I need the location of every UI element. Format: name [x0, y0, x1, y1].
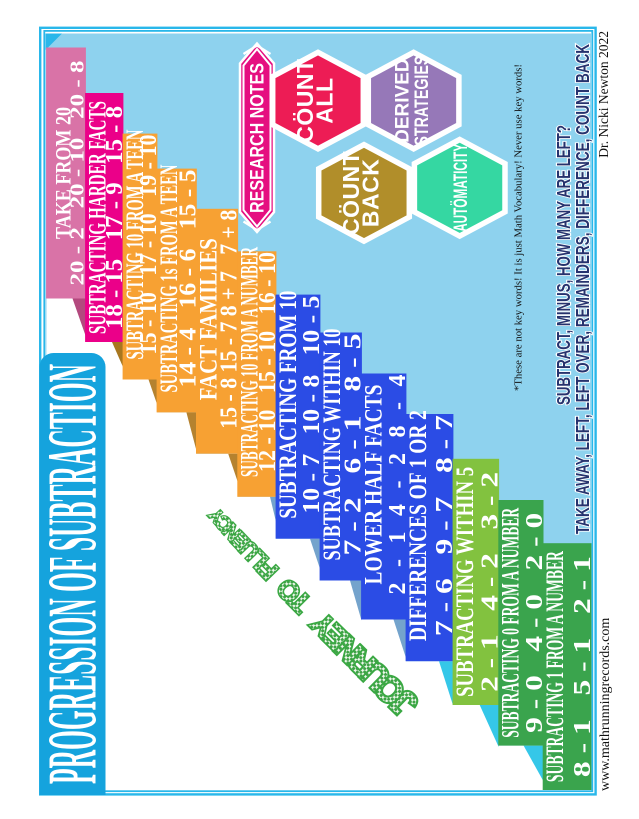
svg-text:CÖUNT: CÖUNT	[338, 151, 364, 235]
svg-text:RESEARCH NOTES: RESEARCH NOTES	[248, 63, 269, 213]
svg-text:DERIVED: DERIVED	[393, 58, 414, 142]
svg-text:SUBTRACTING 0 FROM A NUMBER: SUBTRACTING 0 FROM A NUMBER	[498, 507, 525, 738]
svg-text:CÖUNT: CÖUNT	[292, 58, 318, 142]
svg-text:SUBTRACT, MINUS, HOW MANY ARE: SUBTRACT, MINUS, HOW MANY ARE LEFT?	[554, 125, 574, 405]
svg-text:Dr. Nicki Newton 2022: Dr. Nicki Newton 2022	[596, 31, 611, 158]
svg-text:BACK: BACK	[358, 159, 384, 227]
svg-text:TAKE FROM 20: TAKE FROM 20	[51, 107, 76, 239]
svg-text:SUBTRACTING HARDER FACTS: SUBTRACTING HARDER FACTS	[85, 101, 112, 334]
svg-text:www.mathrunningrecords.com: www.mathrunningrecords.com	[598, 618, 613, 791]
svg-text:ALL: ALL	[312, 77, 338, 123]
svg-text:SUBTRACTING FROM 10: SUBTRACTING FROM 10	[275, 291, 302, 519]
svg-text:STRATEGIES: STRATEGIES	[412, 56, 433, 146]
svg-text:8 - 1 5 - 1 2 - 1: 8 - 1 5 - 1 2 - 1	[570, 556, 596, 777]
svg-text:SUBTRACTING 1 FROM A NUMBER: SUBTRACTING 1 FROM A NUMBER	[542, 551, 569, 783]
svg-text:TAKE AWAY, LEFT, LEFT OVER, RE: TAKE AWAY, LEFT, LEFT OVER, REMAINDERS, …	[573, 44, 593, 534]
svg-text:SUBTRACTING WITHIN 5: SUBTRACTING WITHIN 5	[452, 467, 479, 697]
svg-text:FACT FAMILIES: FACT FAMILIES	[195, 238, 222, 400]
svg-text:LOWER HALF FACTS: LOWER HALF FACTS	[361, 385, 388, 585]
svg-text:SUBTRACTING WITHIN 10: SUBTRACTING WITHIN 10	[319, 329, 346, 561]
svg-text:SUBTRACTING 1s FROM A TEEN: SUBTRACTING 1s FROM A TEEN	[156, 165, 183, 393]
svg-text:AUTÖMATICITY: AUTÖMATICITY	[451, 144, 472, 232]
svg-text:PROGRESSION OF SUBTRACTION: PROGRESSION OF SUBTRACTION	[35, 364, 112, 784]
svg-text:20 - 2 20 - 10 20 - 8: 20 - 2 20 - 10 20 - 8	[67, 61, 89, 286]
svg-text:SUBTRACTING 10 FROM A TEEN: SUBTRACTING 10 FROM A TEEN	[122, 130, 149, 360]
svg-text:*These are not key words! It i: *These are not key words! It is just Mat…	[514, 64, 525, 391]
svg-text:SUBTRACTING 10 FROM A NUMBER: SUBTRACTING 10 FROM A NUMBER	[237, 247, 264, 477]
svg-text:DIFFERENCES OF 1 OR 2: DIFFERENCES OF 1 OR 2	[405, 410, 432, 641]
